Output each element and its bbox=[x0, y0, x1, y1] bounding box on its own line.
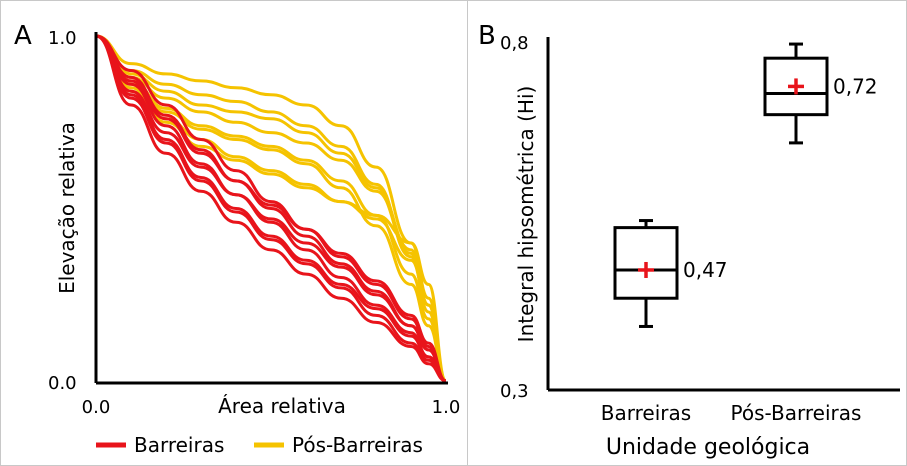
panel-a-y-tick-top: 1.0 bbox=[48, 28, 77, 49]
boxplot-pos-barreiras: 0,72 bbox=[763, 42, 878, 145]
curve-pos-barreiras-5 bbox=[95, 34, 448, 383]
curve-barreiras-1 bbox=[95, 34, 447, 383]
panel-a-x-tick-left: 0.0 bbox=[82, 397, 111, 418]
curve-barreiras-2 bbox=[95, 34, 447, 383]
legend-label-pos-barreiras: Pós-Barreiras bbox=[292, 433, 423, 457]
panel-b-label: B bbox=[478, 21, 496, 51]
panel-a-x-tick-right: 1.0 bbox=[432, 397, 461, 418]
curve-pos-barreiras-8 bbox=[95, 34, 448, 383]
panel-a-y-axis-label: Elevação relativa bbox=[55, 122, 79, 294]
panel-b-y-axis-label: Integral hipsométrica (Hi) bbox=[514, 86, 538, 343]
mean-value-label: 0,47 bbox=[683, 258, 728, 282]
panel-b-x-axis-label: Unidade geológica bbox=[606, 435, 810, 460]
panel-b-x-tick-pos-barreiras: Pós-Barreiras bbox=[731, 401, 862, 425]
curve-barreiras-7 bbox=[95, 34, 447, 383]
mean-value-label: 0,72 bbox=[833, 74, 878, 98]
panel-a-y-tick-bottom: 0.0 bbox=[48, 373, 77, 394]
curve-pos-barreiras-4 bbox=[95, 34, 447, 383]
panel-a: A 1.0 0.0 0.0 1.0 Área relativa Elevação… bbox=[14, 21, 460, 457]
boxplot-barreiras: 0,47 bbox=[613, 219, 728, 328]
panel-b: B 0,8 0,3 Integral hipsométrica (Hi) Bar… bbox=[478, 21, 900, 460]
curve-barreiras-6 bbox=[95, 34, 447, 383]
curve-barreiras-5 bbox=[95, 34, 447, 383]
legend-label-barreiras: Barreiras bbox=[134, 433, 224, 457]
panel-a-x-axis-label: Área relativa bbox=[218, 394, 346, 418]
panel-b-y-tick-bottom: 0,3 bbox=[500, 381, 529, 402]
panel-b-y-tick-top: 0,8 bbox=[500, 33, 529, 54]
legend: Barreiras Pós-Barreiras bbox=[96, 433, 423, 457]
boxplots: 0,47 0,72 bbox=[613, 42, 878, 328]
panel-b-x-tick-barreiras: Barreiras bbox=[601, 401, 691, 425]
curve-barreiras-8 bbox=[95, 34, 447, 383]
hypsometric-curves bbox=[95, 34, 448, 383]
curve-barreiras-4 bbox=[95, 34, 447, 383]
panel-a-label: A bbox=[14, 21, 32, 51]
